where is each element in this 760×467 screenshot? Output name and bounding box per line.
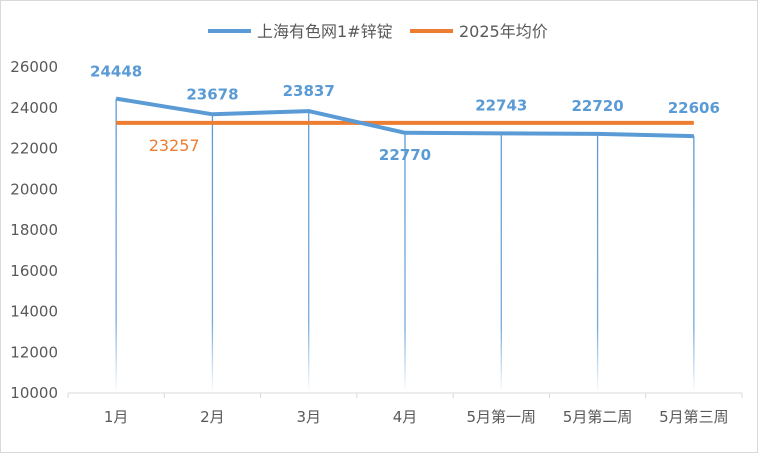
data-label: 23837 [283,82,335,100]
data-label: 24448 [90,63,142,81]
legend-label-average: 2025年均价 [459,22,548,41]
y-tick-label: 10000 [10,384,58,402]
x-tick-label: 5月第二周 [563,408,633,426]
y-tick-label: 18000 [10,221,58,239]
y-tick-label: 16000 [10,262,58,280]
y-tick-label: 20000 [10,180,58,198]
data-label: 22720 [571,97,623,115]
y-tick-label: 26000 [10,58,58,76]
data-label: 22606 [668,99,720,117]
data-label: 23678 [186,85,238,103]
average-data-label: 23257 [149,136,200,155]
legend-label-zinc: 上海有色网1#锌锭 [257,22,393,41]
y-tick-label: 12000 [10,343,58,361]
data-label: 22743 [475,96,527,114]
series-line-zinc [115,96,694,139]
x-tick-label: 2月 [200,408,225,426]
x-tick-label: 4月 [393,408,418,426]
x-tick-label: 1月 [104,408,129,426]
y-tick-label: 24000 [10,99,58,117]
x-tick-label: 3月 [296,408,321,426]
chart-frame [0,0,758,453]
y-tick-label: 14000 [10,303,58,321]
x-tick-label: 5月第一周 [467,408,537,426]
x-tick-label: 5月第三周 [659,408,729,426]
data-label: 22770 [379,146,431,164]
y-tick-label: 22000 [10,140,58,158]
